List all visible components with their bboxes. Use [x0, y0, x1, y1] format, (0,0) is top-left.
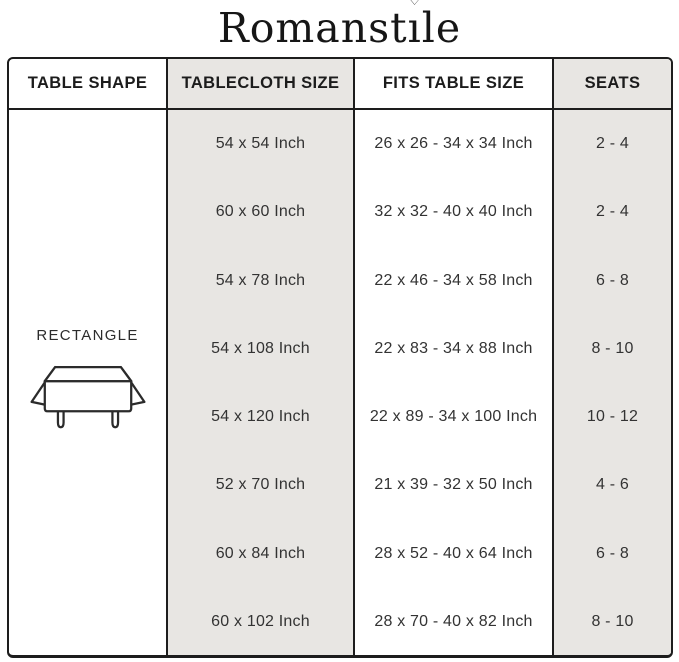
fits-table-size-cell: 26 x 26 - 34 x 34 Inch — [374, 135, 533, 153]
header-table-shape: TABLE SHAPE — [9, 59, 168, 110]
brand-logo-text: Romanst — [217, 3, 408, 52]
table-body: RECTANGLE 54 x 54 Inch 60 x 60 Inch 54 — [9, 110, 671, 655]
header-tablecloth-size: TABLECLOTH SIZE — [168, 59, 355, 110]
seats-column: 2 - 4 2 - 4 6 - 8 8 - 10 10 - 12 4 - 6 6 - 8 8 … — [554, 110, 671, 655]
seats-cell: 6 - 8 — [595, 544, 629, 562]
seats-cell: 6 - 8 — [595, 271, 629, 289]
rectangle-tablecloth-illustration — [30, 365, 145, 429]
fits-table-size-cell: 28 x 70 - 40 x 82 Inch — [374, 612, 533, 630]
fits-table-size-cell: 22 x 89 - 34 x 100 Inch — [369, 408, 538, 426]
heart-icon: ♡ — [408, 0, 421, 9]
fits-table-size-cell: 28 x 52 - 40 x 64 Inch — [374, 544, 533, 562]
fits-table-size-cell: 32 x 32 - 40 x 40 Inch — [374, 203, 533, 221]
seats-cell: 10 - 12 — [586, 408, 639, 426]
tablecloth-size-cell: 54 x 108 Inch — [211, 339, 310, 357]
shape-label: RECTANGLE — [36, 327, 139, 344]
fits-table-size-cell: 22 x 46 - 34 x 58 Inch — [374, 271, 533, 289]
table-header-row: TABLE SHAPE TABLECLOTH SIZE FITS TABLE S… — [9, 59, 671, 110]
size-chart-table: TABLE SHAPE TABLECLOTH SIZE FITS TABLE S… — [7, 57, 673, 658]
table-shape-cell: RECTANGLE — [9, 110, 168, 655]
seats-cell: 4 - 6 — [595, 476, 629, 494]
tablecloth-size-cell: 54 x 54 Inch — [215, 135, 306, 153]
seats-cell: 8 - 10 — [591, 339, 634, 357]
brand-logo: Romanst ♡ ı le — [0, 0, 679, 55]
tablecloth-size-cell: 60 x 84 Inch — [215, 544, 306, 562]
tablecloth-size-cell: 60 x 102 Inch — [211, 612, 310, 630]
seats-cell: 2 - 4 — [595, 203, 629, 221]
tablecloth-size-cell: 60 x 60 Inch — [215, 203, 306, 221]
tablecloth-size-cell: 52 x 70 Inch — [215, 476, 306, 494]
tablecloth-size-cell: 54 x 78 Inch — [215, 271, 306, 289]
tablecloth-size-cell: 54 x 120 Inch — [211, 408, 310, 426]
fits-table-size-cell: 21 x 39 - 32 x 50 Inch — [374, 476, 533, 494]
seats-cell: 2 - 4 — [595, 135, 629, 153]
tablecloth-size-column: 54 x 54 Inch 60 x 60 Inch 54 x 78 Inch 54 x… — [168, 110, 355, 655]
header-fits-table-size: FITS TABLE SIZE — [355, 59, 554, 110]
seats-cell: 8 - 10 — [591, 612, 634, 630]
brand-logo-i: ♡ ı — [408, 0, 422, 52]
header-seats: SEATS — [554, 59, 671, 110]
fits-table-size-cell: 22 x 83 - 34 x 88 Inch — [374, 339, 533, 357]
fits-table-size-column: 26 x 26 - 34 x 34 Inch 32 x 32 - 40 x 40 … — [355, 110, 554, 655]
